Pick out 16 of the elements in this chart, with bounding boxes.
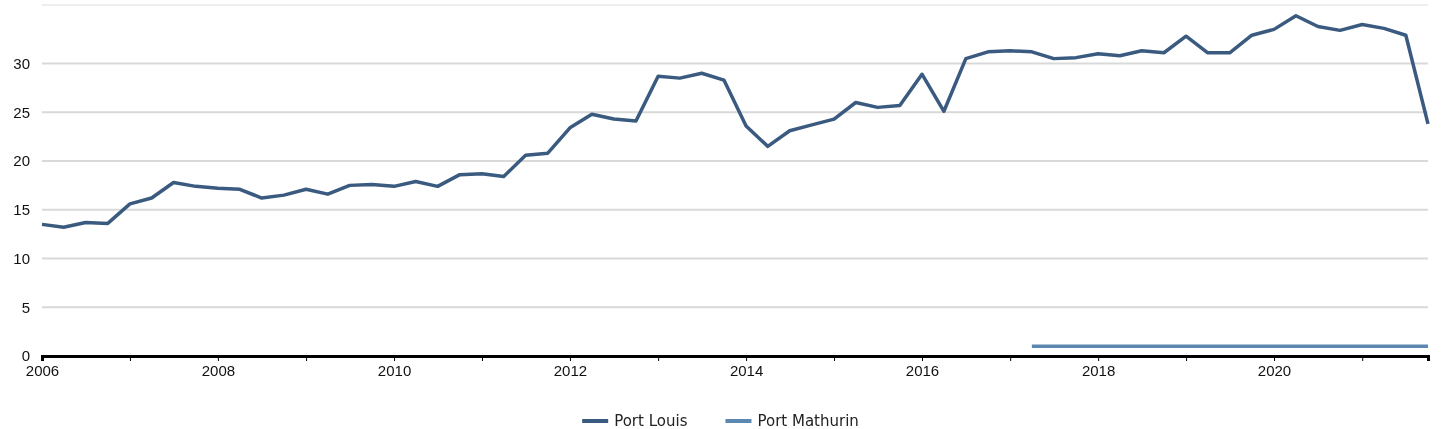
y-tick-label: 30 <box>13 54 30 72</box>
y-tick-label: 5 <box>21 298 30 316</box>
x-tick-label: 2014 <box>729 361 764 379</box>
x-tick-label: 2016 <box>905 361 940 379</box>
y-tick-label: 20 <box>13 152 30 170</box>
line-series <box>40 13 1430 230</box>
x-tick-label: 2020 <box>1257 361 1292 379</box>
y-tick-label: 10 <box>13 249 30 267</box>
y-tick-label: 15 <box>13 201 30 219</box>
x-tick-label: 2012 <box>553 361 588 379</box>
y-tick-label: 25 <box>13 103 30 121</box>
x-tick-label: 2008 <box>201 361 236 379</box>
x-tick-label: 2018 <box>1081 361 1116 379</box>
x-tick-label: 2010 <box>377 361 412 379</box>
legend-label: Port Louis <box>614 412 688 429</box>
legend-label: Port Mathurin <box>757 412 859 429</box>
